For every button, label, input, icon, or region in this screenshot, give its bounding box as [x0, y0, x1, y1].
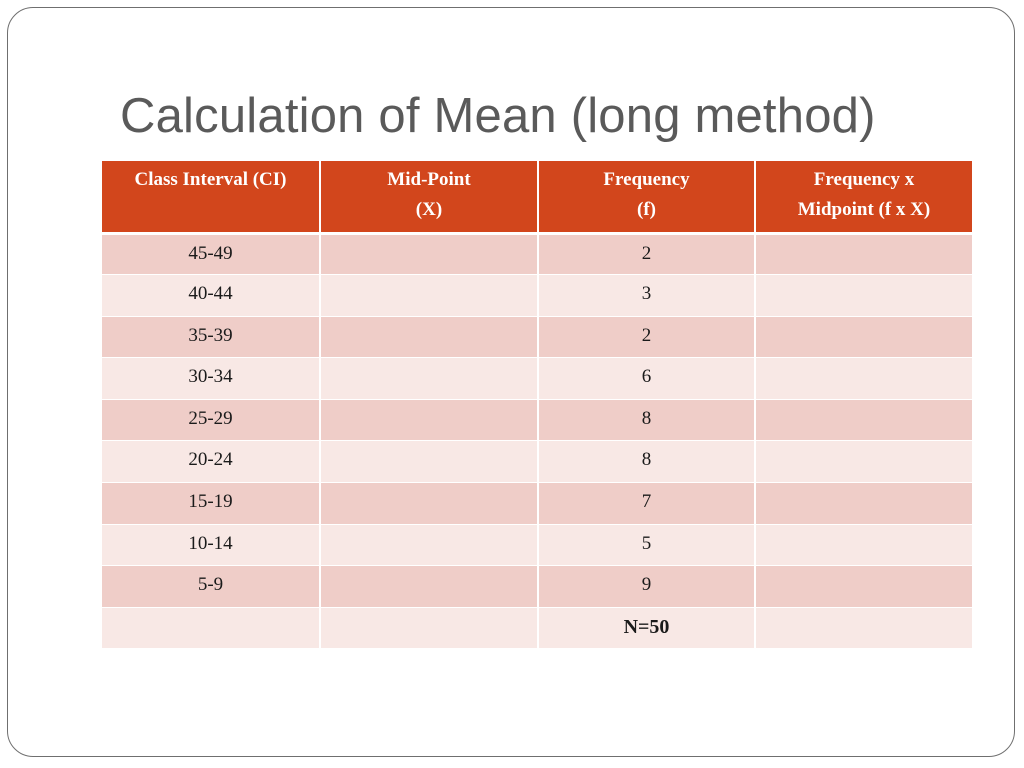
- header-line: Mid-Point: [387, 169, 471, 190]
- cell-fx: [755, 482, 972, 525]
- cell-frequency: 9: [538, 565, 756, 608]
- header-mid-point: Mid-Point (X): [320, 161, 539, 235]
- cell-frequency: 6: [538, 357, 756, 400]
- slide-title: Calculation of Mean (long method): [120, 89, 876, 143]
- table-row: 45-49 2: [102, 233, 972, 276]
- cell-frequency: 2: [538, 316, 756, 359]
- cell-fx: [755, 316, 972, 359]
- cell-class-interval: 15-19: [102, 482, 321, 525]
- table-row: 10-14 5: [102, 524, 972, 567]
- table-row: 5-9 9: [102, 565, 972, 608]
- header-line: Frequency x: [813, 169, 915, 190]
- cell-class-interval: 45-49: [102, 233, 321, 276]
- header-line: Frequency: [603, 169, 690, 190]
- header-line: Class Interval (CI): [134, 169, 287, 190]
- table-header-row: Class Interval (CI) Mid-Point (X) Freque…: [102, 161, 972, 235]
- cell-fx: [755, 233, 972, 276]
- header-line: (X): [415, 199, 443, 220]
- cell-frequency: 2: [538, 233, 756, 276]
- cell-frequency: 8: [538, 440, 756, 484]
- cell-mid-point: [320, 565, 539, 608]
- cell-fx: [755, 357, 972, 400]
- cell-fx: [755, 274, 972, 317]
- cell-class-interval: 10-14: [102, 524, 321, 567]
- cell-frequency-total: N=50: [538, 607, 756, 650]
- header-frequency-x-midpoint: Frequency x Midpoint (f x X): [755, 161, 972, 235]
- table-total-row: N=50: [102, 607, 972, 650]
- cell-mid-point: [320, 482, 539, 525]
- cell-fx: [755, 607, 972, 650]
- cell-class-interval: [102, 607, 321, 650]
- cell-mid-point: [320, 357, 539, 400]
- cell-fx: [755, 440, 972, 484]
- cell-mid-point: [320, 316, 539, 359]
- frequency-table: Class Interval (CI) Mid-Point (X) Freque…: [102, 161, 972, 650]
- cell-mid-point: [320, 607, 539, 650]
- cell-fx: [755, 399, 972, 442]
- cell-mid-point: [320, 399, 539, 442]
- cell-frequency: 8: [538, 399, 756, 442]
- cell-class-interval: 20-24: [102, 440, 321, 484]
- cell-class-interval: 30-34: [102, 357, 321, 400]
- header-line: (f): [637, 199, 656, 220]
- cell-fx: [755, 524, 972, 567]
- header-frequency: Frequency (f): [538, 161, 756, 235]
- cell-fx: [755, 565, 972, 608]
- cell-mid-point: [320, 233, 539, 276]
- table-row: 25-29 8: [102, 399, 972, 442]
- header-class-interval: Class Interval (CI): [102, 161, 321, 235]
- cell-class-interval: 5-9: [102, 565, 321, 608]
- cell-frequency: 7: [538, 482, 756, 525]
- cell-frequency: 3: [538, 274, 756, 317]
- cell-mid-point: [320, 440, 539, 484]
- cell-class-interval: 40-44: [102, 274, 321, 317]
- cell-class-interval: 35-39: [102, 316, 321, 359]
- table-row: 40-44 3: [102, 274, 972, 317]
- table-body: 45-49 2 40-44 3 35-39 2 30-34 6 25-29 8: [102, 233, 972, 650]
- cell-mid-point: [320, 524, 539, 567]
- table-row: 20-24 8: [102, 440, 972, 484]
- header-line: Midpoint (f x X): [797, 199, 931, 220]
- table-row: 15-19 7: [102, 482, 972, 525]
- cell-frequency: 5: [538, 524, 756, 567]
- cell-mid-point: [320, 274, 539, 317]
- cell-class-interval: 25-29: [102, 399, 321, 442]
- table-row: 35-39 2: [102, 316, 972, 359]
- table-row: 30-34 6: [102, 357, 972, 400]
